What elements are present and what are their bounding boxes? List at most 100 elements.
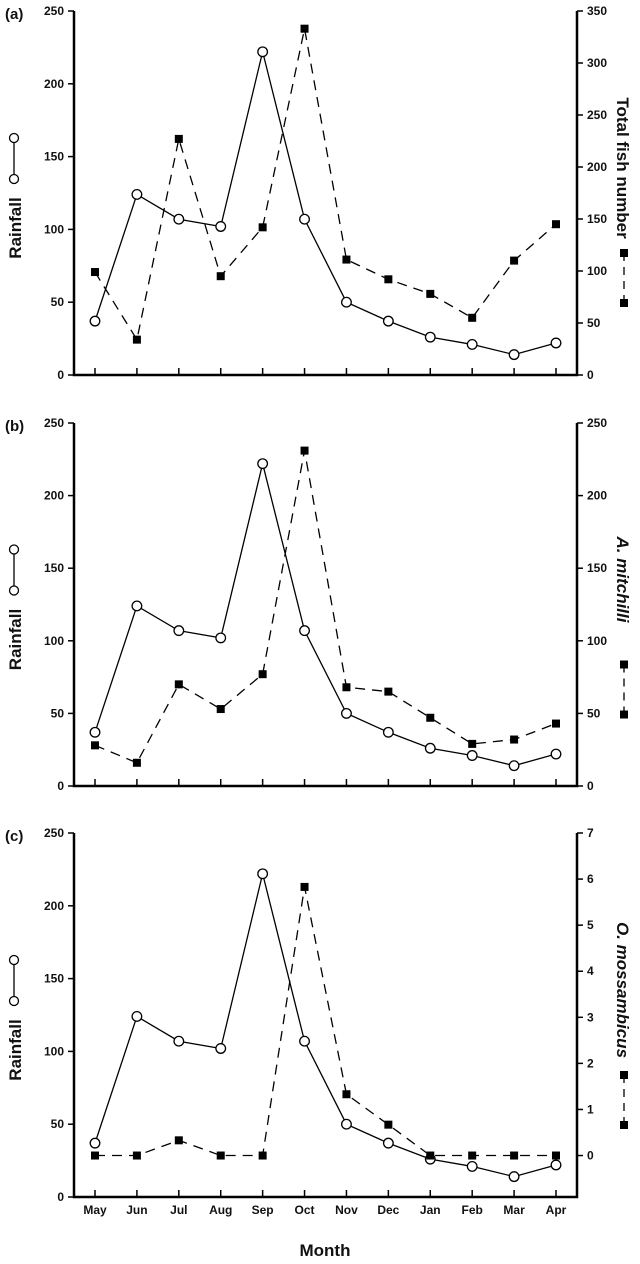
legend-filled-square — [620, 299, 628, 307]
data-point — [299, 213, 310, 225]
legend-filled-square — [620, 249, 628, 257]
right-tick-label: 250 — [587, 416, 607, 430]
left-tick-label: 250 — [44, 416, 64, 430]
data-point — [91, 1151, 99, 1160]
data-point — [258, 1151, 267, 1160]
right-tick-label: 250 — [587, 108, 607, 122]
legend-filled-square — [620, 710, 628, 719]
left-tick-label: 50 — [51, 1117, 65, 1131]
legend-filled-square — [620, 1071, 628, 1079]
x-tick-label: Feb — [462, 1203, 483, 1217]
left-tick-label: 0 — [57, 368, 64, 382]
left-tick-label: 150 — [44, 150, 64, 164]
series-line — [94, 51, 557, 356]
right-tick-label: 2 — [587, 1056, 594, 1070]
data-point — [384, 275, 393, 284]
legend-filled-square — [620, 1121, 628, 1129]
fish-series — [91, 446, 560, 767]
panel-label: (a) — [5, 6, 23, 23]
data-point — [258, 670, 267, 679]
left-tick-label: 200 — [44, 77, 64, 91]
data-point — [550, 337, 562, 349]
right-tick-label: 100 — [587, 634, 607, 648]
left-tick-label: 0 — [57, 1190, 64, 1204]
left-axis-title: Rainfall — [6, 1019, 25, 1080]
series-line — [95, 886, 556, 1157]
data-point — [384, 687, 393, 696]
data-point — [89, 1137, 101, 1149]
right-tick-label: 350 — [587, 4, 607, 18]
data-point — [341, 1118, 352, 1130]
x-axis-title: Month — [300, 1241, 351, 1260]
data-point — [216, 705, 225, 714]
data-point — [468, 739, 477, 748]
data-point — [550, 1159, 562, 1171]
x-tick-label: Sep — [252, 1203, 274, 1217]
data-point — [174, 134, 183, 143]
x-tick-label: Jun — [126, 1203, 147, 1217]
axes-frame — [72, 11, 579, 377]
data-point — [132, 335, 141, 344]
right-tick-label: 7 — [587, 826, 594, 840]
right-legend-symbol — [620, 249, 628, 307]
series-line — [94, 463, 557, 767]
data-point — [342, 255, 351, 264]
right-tick-label: 150 — [587, 561, 607, 575]
legend-open-circle — [8, 132, 20, 144]
right-tick-label: 50 — [587, 706, 601, 720]
right-tick-label: 300 — [587, 56, 607, 70]
right-tick-label: 150 — [587, 212, 607, 226]
series-line — [94, 28, 557, 342]
data-point — [257, 46, 269, 58]
right-tick-label: 1 — [587, 1102, 594, 1116]
panel-label: (c) — [5, 828, 23, 845]
data-point — [300, 446, 309, 455]
data-point — [131, 189, 143, 200]
data-point — [466, 338, 478, 350]
data-point — [508, 1171, 520, 1183]
x-tick-label: Dec — [377, 1203, 399, 1217]
rainfall-series — [89, 46, 562, 361]
fish-series — [91, 882, 560, 1160]
legend-open-circle — [8, 954, 20, 966]
data-point — [426, 1151, 435, 1160]
data-point — [342, 683, 351, 692]
left-legend-symbol — [8, 132, 20, 185]
left-tick-label: 200 — [44, 899, 64, 913]
data-point — [132, 1151, 141, 1160]
right-tick-label: 100 — [587, 264, 607, 278]
data-point — [510, 1151, 519, 1160]
left-tick-label: 250 — [44, 4, 64, 18]
series-line — [94, 450, 557, 764]
data-point — [257, 458, 269, 470]
data-point — [424, 742, 436, 754]
left-legend-symbol — [8, 954, 20, 1007]
left-axis-title: Rainfall — [6, 197, 25, 258]
data-point — [299, 1035, 310, 1047]
data-point — [89, 315, 101, 327]
legend-filled-square — [620, 660, 628, 669]
data-point — [342, 1090, 351, 1099]
x-tick-label: Apr — [546, 1203, 567, 1217]
right-legend-symbol — [620, 660, 628, 719]
left-axis-title: Rainfall — [6, 609, 25, 670]
x-tick-label: Nov — [335, 1203, 358, 1217]
panel-label: (b) — [5, 418, 24, 435]
data-point — [173, 213, 185, 225]
axes-frame — [72, 833, 579, 1199]
left-tick-label: 100 — [44, 1044, 64, 1058]
data-point — [468, 1151, 477, 1160]
data-point — [215, 221, 227, 232]
data-point — [424, 331, 436, 343]
data-point — [382, 726, 394, 738]
left-tick-label: 50 — [51, 295, 65, 309]
data-point — [426, 289, 435, 298]
data-point — [258, 223, 267, 232]
right-tick-label: 200 — [587, 160, 607, 174]
left-tick-label: 250 — [44, 826, 64, 840]
data-point — [466, 1160, 478, 1172]
legend-open-circle — [8, 544, 20, 555]
data-point — [552, 719, 560, 728]
right-axis-title: Total fish number — [613, 97, 632, 239]
